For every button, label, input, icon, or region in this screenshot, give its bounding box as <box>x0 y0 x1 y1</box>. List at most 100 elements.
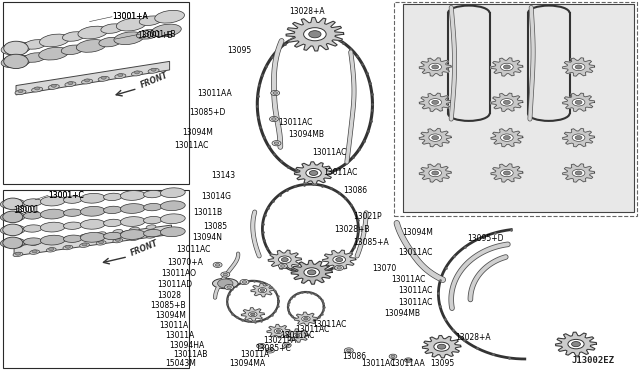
Ellipse shape <box>146 234 156 238</box>
Ellipse shape <box>40 222 65 232</box>
Circle shape <box>225 285 234 290</box>
Polygon shape <box>563 58 595 76</box>
Polygon shape <box>491 128 523 147</box>
Polygon shape <box>241 308 264 321</box>
Circle shape <box>572 134 585 141</box>
Ellipse shape <box>63 235 82 243</box>
Ellipse shape <box>79 234 90 238</box>
Circle shape <box>432 171 438 175</box>
Circle shape <box>432 100 438 104</box>
Circle shape <box>248 312 257 317</box>
Text: 13095+D: 13095+D <box>467 234 504 243</box>
Ellipse shape <box>78 26 108 39</box>
Text: 13011AD: 13011AD <box>157 280 192 289</box>
Circle shape <box>3 211 23 223</box>
Ellipse shape <box>143 217 162 224</box>
Circle shape <box>35 87 40 90</box>
Ellipse shape <box>1 55 31 68</box>
Ellipse shape <box>1 212 25 222</box>
Text: 13011AC: 13011AC <box>398 248 433 257</box>
Circle shape <box>572 341 580 347</box>
Ellipse shape <box>120 217 145 227</box>
Text: 13011AC: 13011AC <box>312 320 347 329</box>
Circle shape <box>337 266 342 269</box>
Circle shape <box>293 333 302 338</box>
Circle shape <box>266 348 275 353</box>
Polygon shape <box>422 336 461 358</box>
Ellipse shape <box>1 42 31 55</box>
Ellipse shape <box>65 82 76 87</box>
Ellipse shape <box>40 34 69 47</box>
Circle shape <box>269 116 278 122</box>
Circle shape <box>223 273 228 276</box>
Circle shape <box>271 90 280 96</box>
Ellipse shape <box>146 225 156 229</box>
Text: 13086: 13086 <box>343 186 367 195</box>
Text: 13001: 13001 <box>13 206 37 215</box>
Circle shape <box>101 76 106 79</box>
Ellipse shape <box>116 18 146 31</box>
Ellipse shape <box>31 87 43 92</box>
Ellipse shape <box>143 230 162 237</box>
Polygon shape <box>286 329 309 342</box>
Text: 13011B: 13011B <box>193 208 223 217</box>
Ellipse shape <box>24 238 42 245</box>
Ellipse shape <box>24 225 42 232</box>
Ellipse shape <box>1 199 25 209</box>
Polygon shape <box>419 58 451 76</box>
Ellipse shape <box>155 10 184 23</box>
Circle shape <box>65 245 70 248</box>
Text: 13011AC: 13011AC <box>312 148 347 157</box>
Ellipse shape <box>113 230 123 234</box>
Circle shape <box>274 328 283 334</box>
Text: 13094M: 13094M <box>182 128 212 137</box>
Polygon shape <box>491 93 523 112</box>
Circle shape <box>429 134 442 141</box>
Text: FRONT: FRONT <box>129 238 160 258</box>
Text: 13001: 13001 <box>15 205 39 214</box>
PathPatch shape <box>14 225 172 256</box>
Ellipse shape <box>152 24 181 37</box>
Ellipse shape <box>81 193 105 203</box>
Ellipse shape <box>63 222 82 230</box>
Polygon shape <box>294 162 333 184</box>
Text: 13070: 13070 <box>372 264 397 273</box>
Ellipse shape <box>104 206 122 214</box>
Text: 13094MA: 13094MA <box>229 359 265 368</box>
Ellipse shape <box>1 225 25 235</box>
Circle shape <box>132 236 137 239</box>
Bar <box>3 190 189 368</box>
Circle shape <box>258 288 267 293</box>
Circle shape <box>572 169 585 177</box>
Text: 13001+A: 13001+A <box>113 12 148 21</box>
Circle shape <box>99 241 104 244</box>
Circle shape <box>432 136 438 140</box>
Circle shape <box>15 252 20 255</box>
Circle shape <box>333 256 346 263</box>
Text: 13070+A: 13070+A <box>168 258 204 267</box>
Circle shape <box>504 136 510 140</box>
Ellipse shape <box>81 79 93 84</box>
Ellipse shape <box>143 190 162 198</box>
Polygon shape <box>294 312 317 326</box>
Polygon shape <box>286 17 344 51</box>
Polygon shape <box>267 324 290 338</box>
Text: 13094N: 13094N <box>192 233 222 242</box>
Ellipse shape <box>96 241 106 245</box>
Text: 13085: 13085 <box>204 222 228 231</box>
Circle shape <box>218 279 233 288</box>
Ellipse shape <box>46 248 56 252</box>
Text: 13028+A: 13028+A <box>289 7 325 16</box>
Ellipse shape <box>40 235 65 245</box>
Circle shape <box>406 359 410 361</box>
Circle shape <box>213 262 222 267</box>
Circle shape <box>260 289 265 292</box>
Circle shape <box>429 99 442 106</box>
Text: 13095: 13095 <box>227 46 252 55</box>
Polygon shape <box>251 283 274 297</box>
Circle shape <box>243 280 247 283</box>
Circle shape <box>115 238 120 241</box>
Ellipse shape <box>63 209 82 217</box>
Ellipse shape <box>63 196 82 203</box>
Text: 13014G: 13014G <box>202 192 232 201</box>
